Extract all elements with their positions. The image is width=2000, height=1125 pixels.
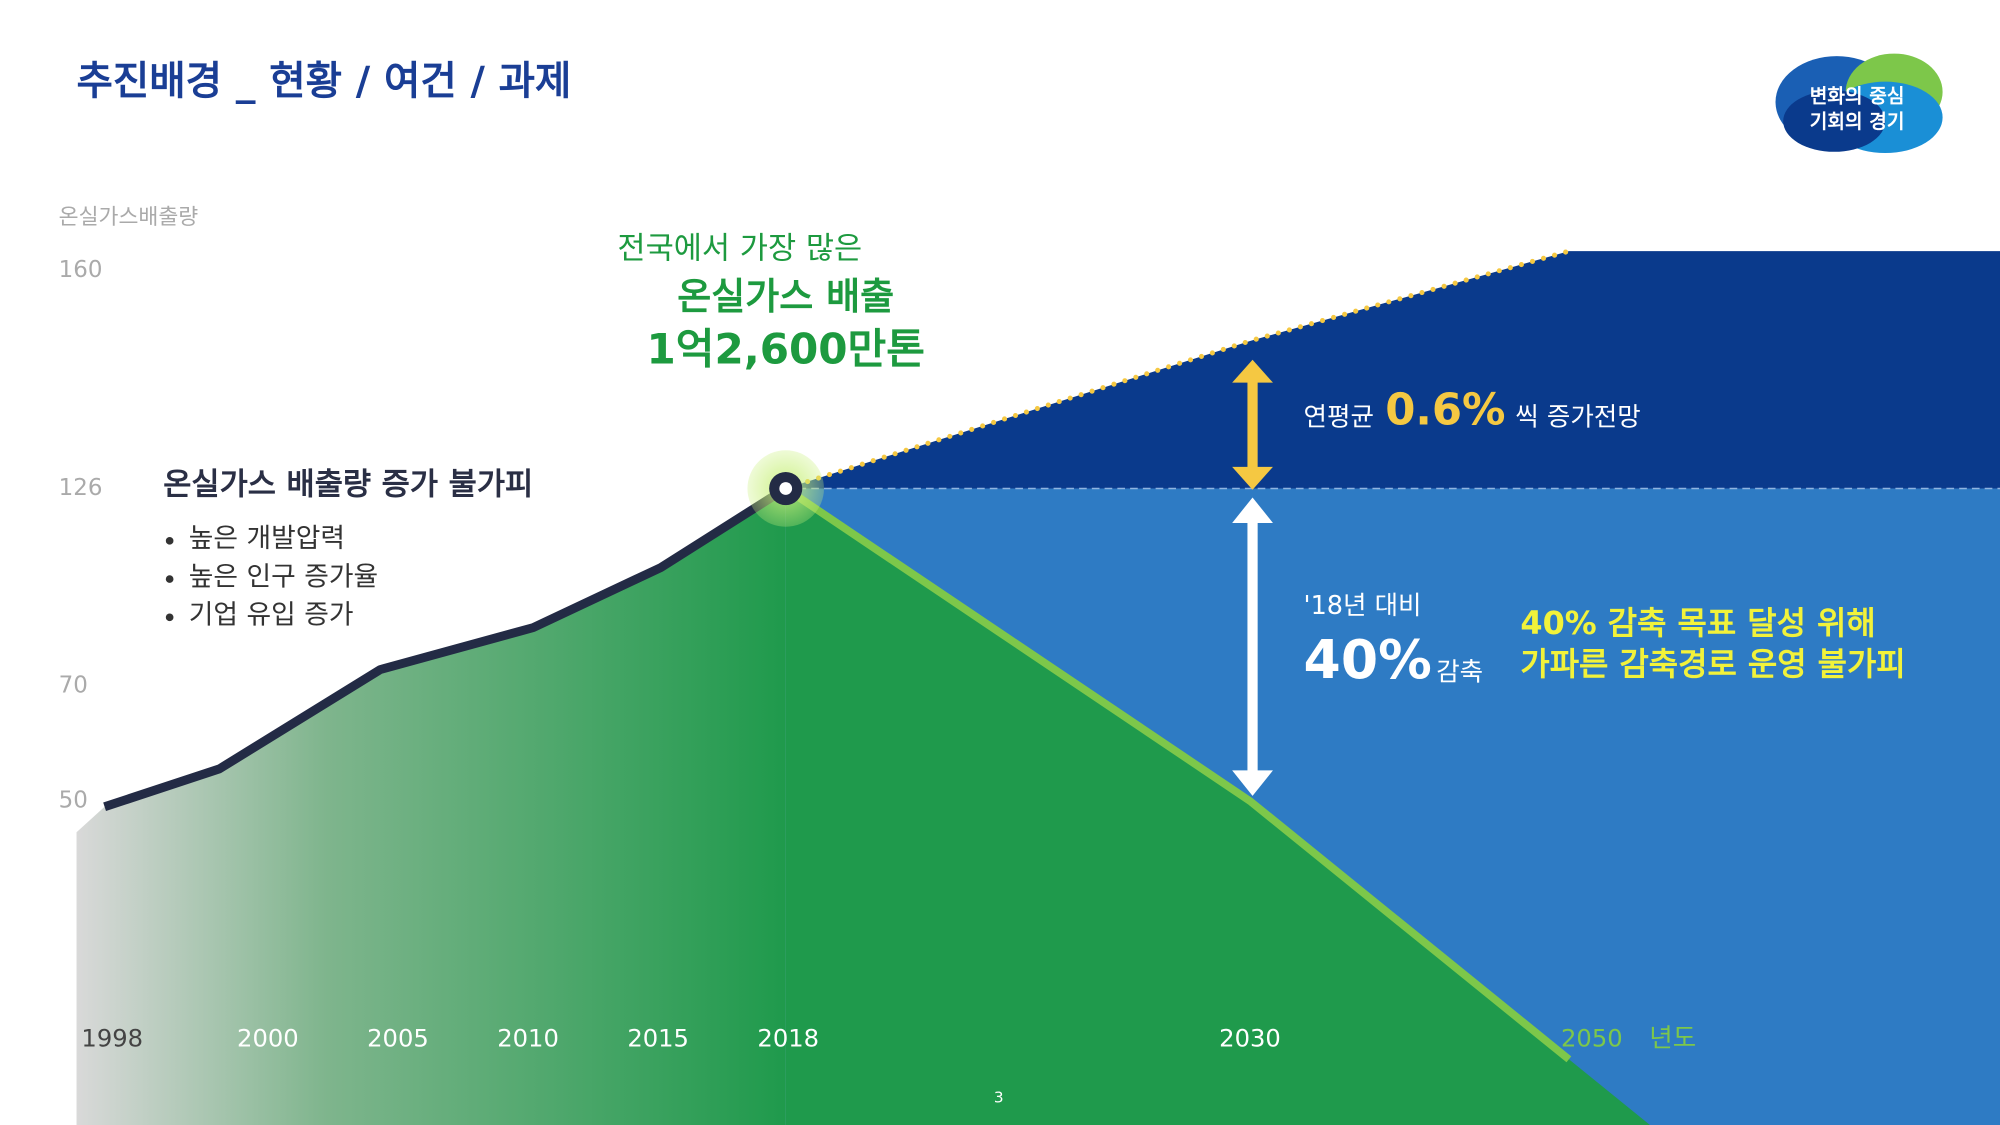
chart-overlay: 50 70 126 160 1998 2000 2005 2010 2015 2018 2030 20…: [59, 248, 1623, 1063]
x-tick-label: 2000: [237, 1025, 299, 1053]
annotation: 40%: [1304, 628, 1432, 691]
x-tick-label: 2015: [627, 1025, 689, 1053]
annotation: 가파른 감축경로 운영 불가피: [1520, 645, 1905, 683]
y-axis-label: 온실가스배출량: [59, 205, 199, 230]
annotation: 연평균: [1304, 402, 1374, 432]
y-tick-label: 126: [59, 475, 103, 501]
reduction-area: [785, 488, 1650, 1125]
x-tick-label: 2018: [757, 1025, 819, 1053]
logo: 변화의 중심 기회의 경기: [1775, 53, 1943, 154]
growth-area: [785, 251, 2000, 489]
logo-text: 기회의 경기: [1810, 110, 1905, 133]
annotation: 전국에서 가장 많은: [617, 232, 862, 267]
bullet-dot: [165, 536, 174, 545]
peak-dot: [779, 482, 793, 495]
logo-text: 변화의 중심: [1810, 84, 1905, 107]
annotation: 1억2,600만톤: [646, 325, 925, 374]
annotation: 온실가스 배출: [677, 275, 894, 318]
bullet-dot: [165, 613, 174, 622]
x-tick-label: 2010: [497, 1025, 559, 1053]
y-tick-label: 50: [59, 788, 88, 814]
y-tick-label: 160: [59, 257, 103, 283]
reduction-line: [783, 485, 1572, 1063]
annotation: 감축: [1436, 657, 1483, 687]
x-tick-label: 1998: [81, 1025, 143, 1053]
bullet-item: 높은 인구 증가율: [189, 561, 378, 592]
bullet-item: 기업 유입 증가: [189, 600, 354, 631]
x-tick-label: 2050: [1561, 1025, 1623, 1053]
bullet-dot: [165, 575, 174, 583]
annotation: 씩 증가전망: [1515, 402, 1640, 432]
annotation: '18년 대비: [1304, 591, 1422, 621]
page-title: 추진배경 _ 현황 / 여건 / 과제: [77, 59, 572, 105]
history-line: [103, 484, 789, 811]
x-tick-label: 2005: [367, 1025, 429, 1053]
x-axis-unit: 년도: [1649, 1024, 1696, 1054]
annotation: 40% 감축 목표 달성 위해: [1520, 604, 1875, 642]
annotation-heading: 온실가스 배출량 증가 불가피: [163, 467, 533, 502]
history-area: [76, 488, 786, 1125]
bullet-item: 높은 개발압력: [189, 523, 345, 554]
y-tick-label: 70: [59, 673, 88, 699]
growth-line: [783, 248, 1572, 492]
annotation: 0.6%: [1385, 386, 1505, 436]
chart-areas: [76, 251, 2000, 1125]
arrows: [1232, 359, 1273, 796]
page-number: 3: [994, 1089, 1004, 1107]
x-tick-label: 2030: [1219, 1025, 1281, 1053]
